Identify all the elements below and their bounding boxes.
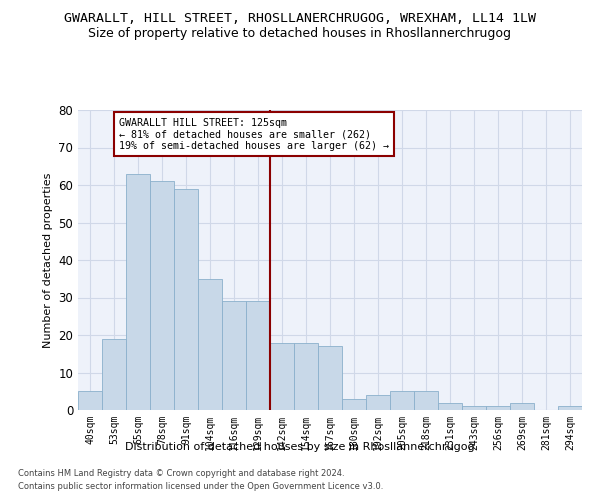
Bar (294, 342, 318, 410)
Text: Distribution of detached houses by size in Rhosllannerchrugog: Distribution of detached houses by size … (125, 442, 475, 452)
Bar (78, 391, 102, 410)
Text: GWARALLT HILL STREET: 125sqm
← 81% of detached houses are smaller (262)
19% of s: GWARALLT HILL STREET: 125sqm ← 81% of de… (119, 118, 389, 150)
Bar (462, 406, 486, 410)
Y-axis label: Number of detached properties: Number of detached properties (43, 172, 53, 348)
Bar (486, 406, 510, 410)
Bar (366, 395, 390, 410)
Text: Contains public sector information licensed under the Open Government Licence v3: Contains public sector information licen… (18, 482, 383, 491)
Text: Contains HM Land Registry data © Crown copyright and database right 2024.: Contains HM Land Registry data © Crown c… (18, 468, 344, 477)
Bar (126, 174, 150, 410)
Bar (102, 339, 126, 410)
Bar (558, 406, 582, 410)
Text: Size of property relative to detached houses in Rhosllannerchrugog: Size of property relative to detached ho… (89, 28, 511, 40)
Bar (174, 188, 198, 410)
Bar (318, 346, 342, 410)
Bar (342, 399, 366, 410)
Bar (438, 402, 462, 410)
Bar (414, 391, 438, 410)
Bar (390, 391, 414, 410)
Bar (222, 301, 246, 410)
Bar (510, 402, 534, 410)
Bar (150, 181, 174, 410)
Bar (246, 301, 270, 410)
Text: GWARALLT, HILL STREET, RHOSLLANERCHRUGOG, WREXHAM, LL14 1LW: GWARALLT, HILL STREET, RHOSLLANERCHRUGOG… (64, 12, 536, 26)
Bar (270, 342, 294, 410)
Bar (198, 279, 222, 410)
